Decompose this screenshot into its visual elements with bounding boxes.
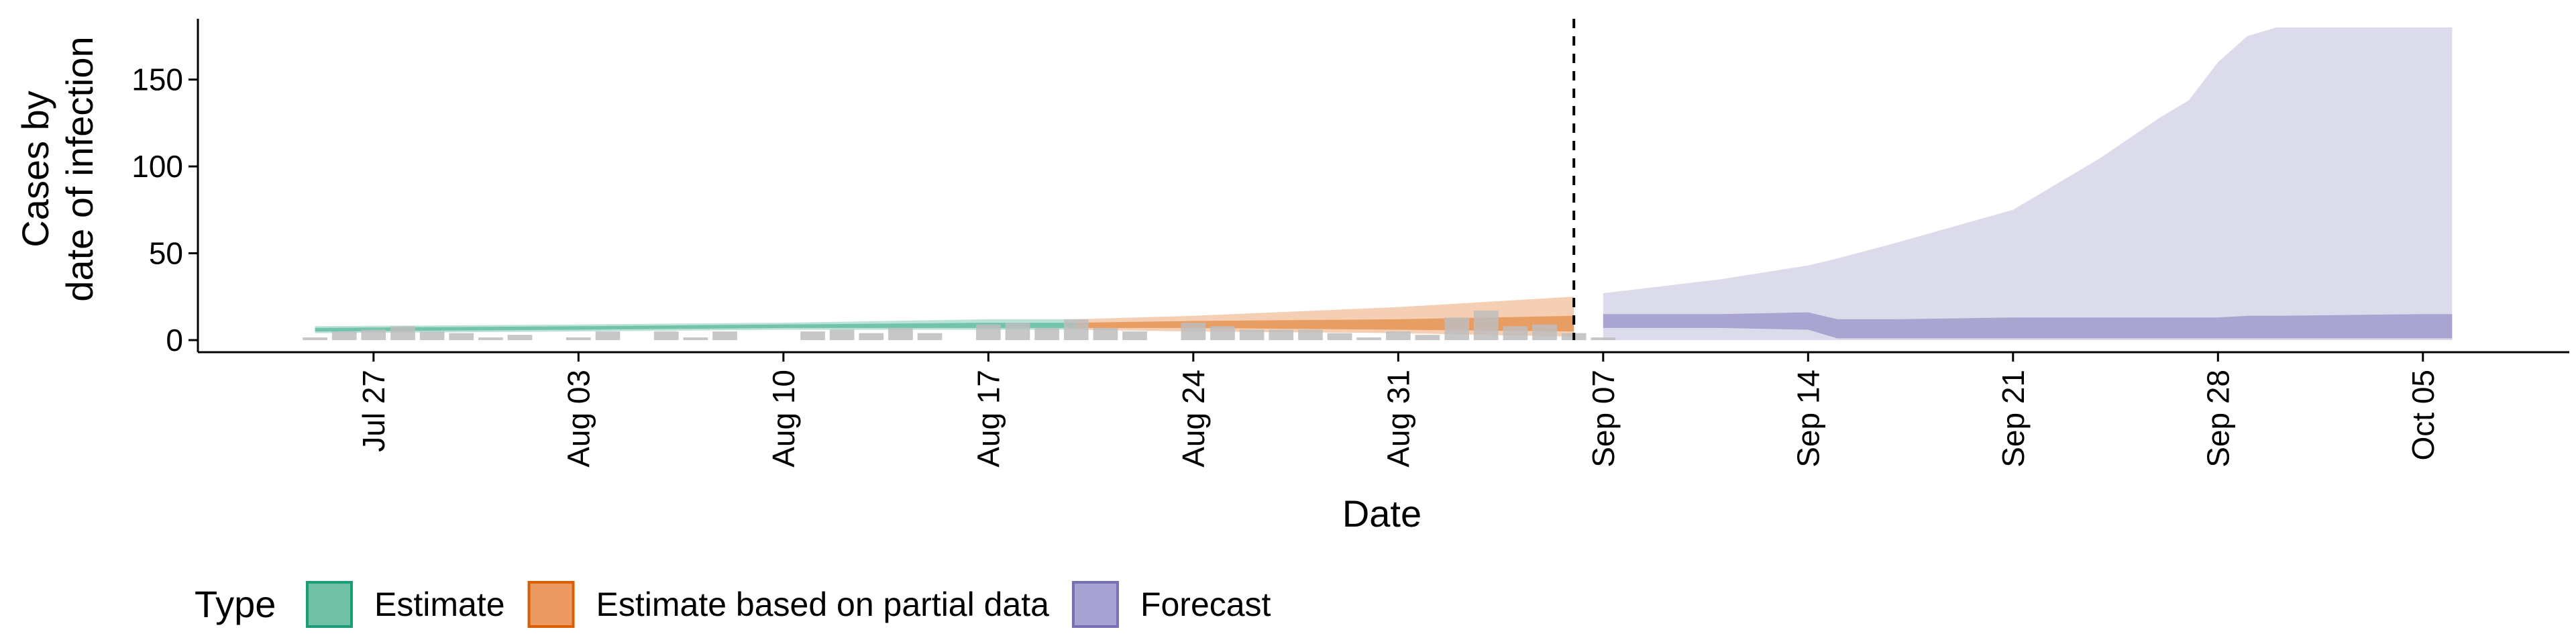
case-bar <box>449 333 474 340</box>
case-bar <box>595 331 621 340</box>
case-bar <box>976 324 1001 340</box>
x-tick-label: Aug 17 <box>971 370 1006 468</box>
case-bar <box>1327 333 1352 340</box>
x-axis-title: Date <box>1342 492 1421 535</box>
case-bar <box>1181 323 1206 340</box>
x-tick-label: Jul 27 <box>356 370 391 452</box>
legend-key-forecast <box>1071 581 1119 628</box>
y-axis-title-line2: date of infection <box>58 36 101 301</box>
case-bar <box>331 331 357 340</box>
y-tick-label: 150 <box>131 62 183 97</box>
case-bar <box>1034 327 1059 340</box>
x-tick-label: Aug 03 <box>561 370 596 468</box>
plot-area <box>303 19 2453 341</box>
case-bar <box>1415 335 1440 340</box>
legend-label-forecast: Forecast <box>1140 586 1271 623</box>
case-bar <box>1532 324 1557 340</box>
ribbon-50-forecast <box>1603 312 2453 339</box>
case-bar <box>478 337 503 340</box>
case-bar <box>1239 329 1265 340</box>
case-bar <box>1210 326 1235 340</box>
case-bar <box>1473 311 1499 340</box>
case-bar <box>1444 317 1469 340</box>
x-tick-label: Aug 31 <box>1381 370 1415 468</box>
case-bar <box>653 331 679 340</box>
x-tick-label: Aug 24 <box>1176 370 1211 468</box>
ribbon-50-estimate <box>315 323 1077 332</box>
ribbon-90-estimate <box>315 319 1077 333</box>
y-axis-title-line1: Cases by <box>14 91 56 247</box>
case-bar <box>888 327 913 340</box>
case-bar <box>800 331 825 340</box>
case-bar <box>1386 331 1411 340</box>
case-bar <box>566 337 591 340</box>
case-bar <box>303 337 327 340</box>
x-tick-label: Oct 05 <box>2406 370 2440 461</box>
case-bar <box>1298 329 1323 340</box>
case-bar <box>1093 327 1118 340</box>
y-tick-label: 50 <box>149 236 183 271</box>
legend-label-estimate: Estimate <box>374 586 505 623</box>
case-bar <box>419 331 445 340</box>
legend-key-estimate <box>306 581 353 628</box>
x-tick-label: Sep 28 <box>2200 370 2235 468</box>
case-bar <box>390 326 415 340</box>
x-tick-label: Sep 14 <box>1790 370 1825 468</box>
case-bar <box>859 333 884 340</box>
x-tick-label: Sep 21 <box>1996 370 2031 468</box>
x-tick-label: Sep 07 <box>1586 370 1621 468</box>
legend-key-estimate-based-on-partial-data <box>527 581 575 628</box>
case-bar <box>683 337 708 340</box>
case-bar <box>507 335 533 340</box>
y-axis-title: Cases by date of infection <box>14 36 101 301</box>
y-tick-label: 0 <box>166 323 183 358</box>
y-tick-label: 100 <box>131 149 183 184</box>
case-bar <box>1005 323 1030 340</box>
case-bar <box>1063 319 1089 340</box>
legend: Type Estimate Estimate based on partial d… <box>195 581 1271 628</box>
legend-label-estimate-based-on-partial-data: Estimate based on partial data <box>596 586 1050 623</box>
axes: 0 50 100 150 Jul 27 Aug 03 Aug 10 Aug 17 Aug 24 A… <box>131 19 2569 468</box>
case-bar <box>917 333 943 340</box>
case-bar <box>1356 337 1381 340</box>
case-bar <box>712 331 737 340</box>
x-tick-label: Aug 10 <box>766 370 801 468</box>
ribbon-90-forecast <box>1603 27 2453 341</box>
case-bar <box>1269 329 1294 340</box>
case-bar <box>361 329 386 340</box>
case-bar <box>1503 326 1528 340</box>
case-bar <box>829 329 855 340</box>
case-bar <box>1591 337 1616 340</box>
legend-title: Type <box>195 583 276 625</box>
case-bar <box>1122 331 1147 340</box>
